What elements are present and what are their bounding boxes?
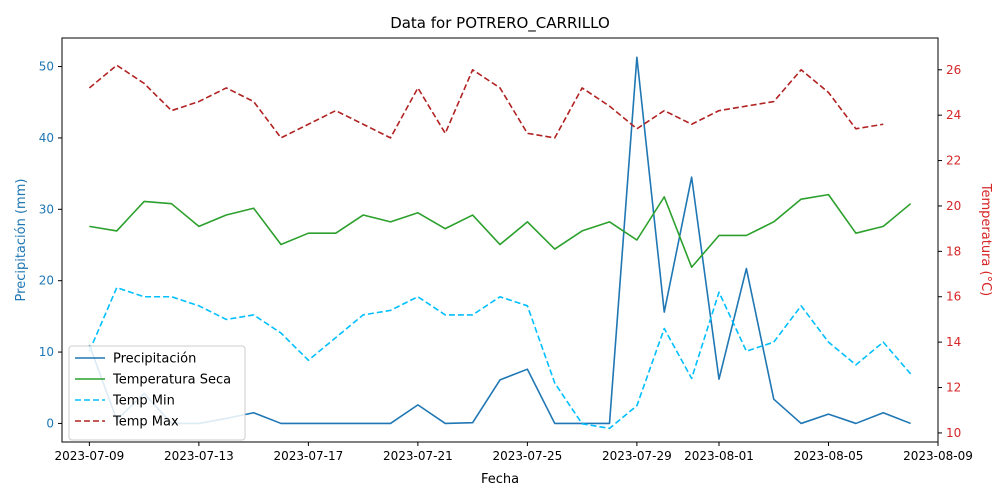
y-axis-left: 0 10 20 30 40 50 [39,60,62,430]
y-left-tick-label: 30 [39,202,54,216]
x-tick-label: 2023-07-09 [55,449,125,463]
x-tick-label: 2023-07-17 [274,449,344,463]
y-right-tick-label: 24 [946,108,961,122]
y-right-tick-label: 14 [946,335,961,349]
y-right-tick-label: 16 [946,290,961,304]
y-right-tick-label: 12 [946,381,961,395]
x-tick-label: 2023-07-25 [493,449,563,463]
y-axis-label-right: Temperatura (°C) [978,183,993,296]
plot-frame [61,37,939,443]
legend-label: Precipitación [113,352,196,367]
legend: Precipitación Temperatura Seca Temp Min Tem… [68,345,246,441]
x-tick-label: 2023-07-29 [602,449,672,463]
y-left-tick-label: 20 [39,274,54,288]
y-left-tick-label: 40 [39,131,54,145]
y-left-tick-label: 50 [39,60,54,74]
series-line-temp-min [88,286,912,430]
y-right-tick-label: 18 [946,244,961,258]
x-axis-label: Fecha [481,472,519,487]
x-axis: 2023-07-09 2023-07-13 2023-07-17 2023-07-21… [55,442,973,463]
legend-label: Temp Max [112,415,179,430]
x-tick-label: 2023-08-05 [794,449,864,463]
legend-label: Temperatura Seca [112,373,231,388]
legend-label: Temp Min [112,394,175,409]
y-right-tick-label: 26 [946,63,961,77]
y-axis-label-left: Precipitación (mm) [14,179,29,302]
y-right-tick-label: 22 [946,154,961,168]
y-right-tick-label: 10 [946,426,961,440]
y-left-tick-label: 0 [46,416,54,430]
x-tick-label: 2023-08-09 [903,449,973,463]
y-axis-right: 10 12 14 16 18 20 22 24 26 [938,63,961,440]
series-line-temperatura-seca [89,193,912,269]
x-tick-label: 2023-08-01 [684,449,754,463]
x-tick-label: 2023-07-21 [383,449,453,463]
chart-title: Data for POTRERO_CARRILLO [390,14,610,33]
x-tick-label: 2023-07-13 [164,449,234,463]
y-right-tick-label: 20 [946,199,961,213]
y-left-tick-label: 10 [39,345,54,359]
series-line-temp-max [88,64,884,139]
legend-box [68,345,246,441]
